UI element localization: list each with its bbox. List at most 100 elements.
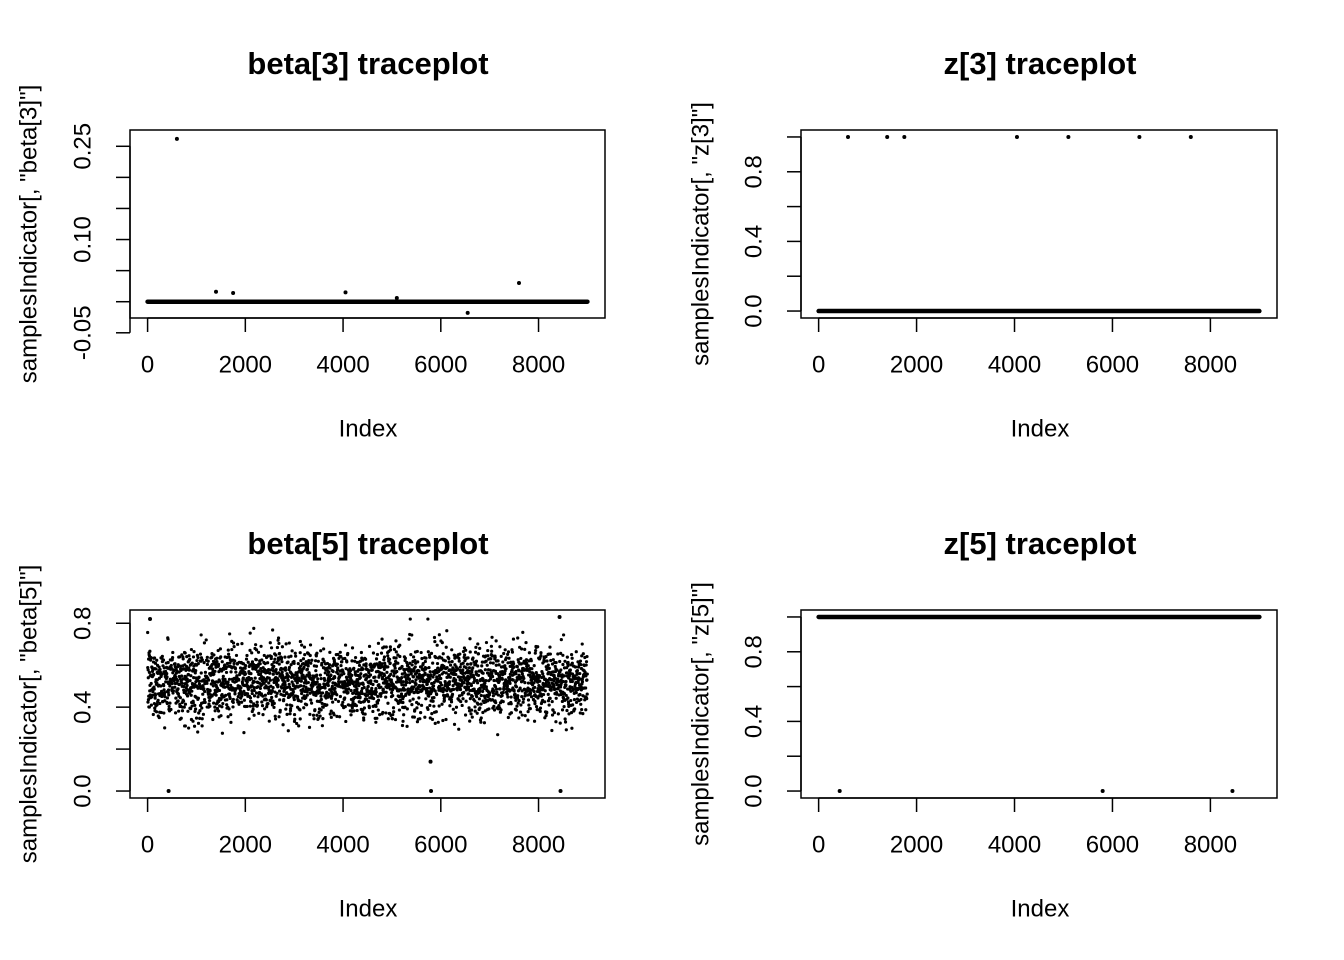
- sample-point: [423, 671, 427, 675]
- sample-point: [318, 683, 322, 687]
- sample-point: [190, 689, 194, 693]
- sample-point: [542, 659, 546, 663]
- y-axis-label: samplesIndicator[, "z[5]"]: [687, 582, 714, 846]
- sample-point: [384, 711, 388, 715]
- sample-point: [565, 671, 569, 675]
- sample-point: [464, 648, 468, 652]
- sample-point: [299, 679, 303, 683]
- panel-4: z[5] traceplot Index samplesIndicator[, "z…: [687, 526, 1278, 922]
- sample-point: [364, 676, 369, 681]
- sample-point: [408, 617, 412, 621]
- sample-point: [321, 691, 325, 695]
- sample-point: [268, 671, 272, 675]
- sample-point: [573, 684, 577, 689]
- sample-point: [580, 680, 585, 684]
- sample-point: [343, 656, 347, 661]
- sample-point: [335, 693, 339, 697]
- sample-point: [277, 715, 281, 719]
- sample-point: [551, 658, 555, 662]
- sample-point: [341, 700, 345, 704]
- sample-point: [419, 703, 424, 707]
- sample-point: [180, 674, 184, 678]
- sample-point: [169, 666, 173, 670]
- sample-point: [200, 706, 204, 710]
- sample-point: [361, 682, 365, 687]
- sample-point: [475, 681, 480, 685]
- x-tick-label: 2000: [890, 351, 943, 378]
- sample-point: [515, 704, 519, 708]
- sample-point: [429, 651, 434, 655]
- sample-point: [197, 675, 201, 679]
- sample-point: [490, 635, 494, 639]
- sample-point: [216, 709, 221, 713]
- sample-point: [212, 672, 216, 676]
- sample-point: [257, 711, 261, 715]
- sample-point: [562, 705, 566, 709]
- sample-point: [543, 700, 547, 704]
- sample-point: [338, 650, 342, 654]
- sample-point: [189, 693, 193, 697]
- sample-point: [254, 658, 258, 662]
- data-point: [214, 289, 219, 294]
- sample-point: [149, 681, 153, 686]
- sample-point: [485, 663, 489, 667]
- sample-point: [309, 701, 314, 705]
- sample-point: [571, 703, 575, 707]
- sample-point: [191, 655, 196, 659]
- sample-point: [274, 694, 278, 698]
- sample-point: [367, 644, 372, 648]
- sample-point: [512, 665, 516, 669]
- sample-point: [409, 672, 413, 676]
- sample-point: [497, 663, 501, 667]
- sample-point: [182, 684, 186, 689]
- sample-point: [167, 704, 171, 709]
- sample-point: [205, 681, 209, 685]
- sample-point: [479, 716, 483, 720]
- sample-point: [554, 687, 558, 691]
- sample-point: [404, 692, 408, 696]
- sample-point: [441, 718, 445, 723]
- sample-point: [323, 686, 327, 690]
- sample-point: [302, 706, 306, 710]
- sample-point: [312, 717, 316, 721]
- sample-point: [412, 669, 416, 673]
- sample-point: [278, 698, 282, 702]
- sample-point: [467, 666, 472, 670]
- sample-point: [385, 670, 389, 674]
- sample-point: [480, 664, 484, 668]
- sample-point: [564, 679, 568, 684]
- sample-point: [305, 693, 309, 697]
- sample-point: [332, 713, 336, 717]
- sample-point: [358, 676, 362, 680]
- sample-point: [258, 686, 262, 691]
- sample-point: [211, 717, 215, 722]
- sample-point: [519, 703, 523, 707]
- sample-point: [198, 652, 203, 656]
- sample-point: [435, 692, 439, 697]
- sample-point: [407, 677, 412, 682]
- sample-point: [466, 656, 470, 660]
- sample-point: [460, 703, 464, 708]
- sample-point: [176, 663, 180, 667]
- sample-point: [271, 628, 275, 632]
- sample-point: [467, 692, 471, 696]
- sample-point: [162, 711, 166, 715]
- panel-title: beta[3] traceplot: [247, 46, 488, 81]
- sample-point: [234, 670, 238, 674]
- sample-point: [579, 702, 583, 706]
- sample-point: [354, 704, 359, 708]
- sample-point: [318, 673, 322, 677]
- sample-point: [469, 683, 474, 688]
- sample-point: [371, 696, 376, 701]
- sample-point: [416, 690, 421, 694]
- sample-point: [509, 711, 514, 715]
- sample-point: [297, 724, 301, 728]
- sample-point: [224, 693, 228, 697]
- sample-point: [244, 664, 248, 668]
- sample-point: [261, 676, 266, 680]
- x-axis-label: Index: [1011, 415, 1070, 442]
- sample-point: [166, 637, 170, 641]
- sample-point: [439, 683, 444, 687]
- sample-point: [350, 659, 354, 663]
- sample-point: [203, 689, 207, 694]
